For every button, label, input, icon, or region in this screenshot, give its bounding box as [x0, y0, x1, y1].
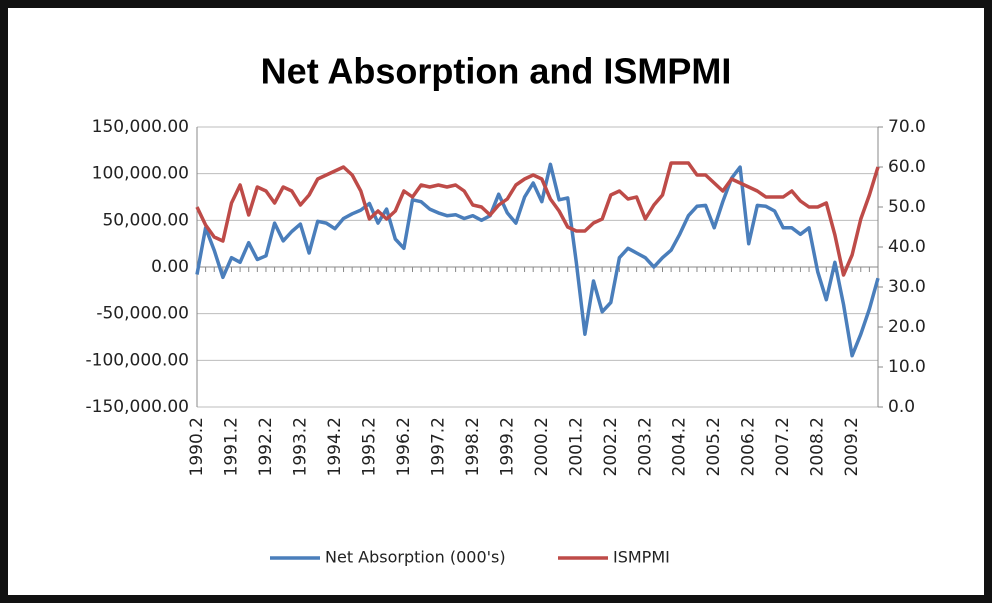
x-tick-label: 1996.2: [394, 417, 414, 476]
x-tick-label: 2000.2: [532, 417, 552, 476]
y2-tick-label: 70.0: [888, 117, 926, 137]
y2-tick-label: 50.0: [888, 197, 926, 217]
x-tick-label: 1998.2: [463, 417, 483, 476]
x-tick-label: 1990.2: [187, 417, 207, 476]
x-tick-label: 2003.2: [635, 417, 655, 476]
y2-tick-label: 10.0: [888, 357, 926, 377]
y2-tick-label: 30.0: [888, 277, 926, 297]
y-tick-label: -50,000.00: [96, 304, 189, 324]
y2-tick-label: 40.0: [888, 237, 926, 257]
x-tick-label: 1994.2: [325, 417, 345, 476]
legend-label: ISMPMI: [613, 548, 670, 567]
x-tick-label: 2007.2: [773, 417, 793, 476]
series-line: [195, 161, 880, 277]
x-tick-label: 2004.2: [670, 417, 690, 476]
x-tick-label: 1993.2: [290, 417, 310, 476]
x-tick-label: 2005.2: [704, 417, 724, 476]
x-tick-label: 2002.2: [601, 417, 621, 476]
x-tick-label: 1995.2: [359, 417, 379, 476]
x-tick-label: 1999.2: [497, 417, 517, 476]
x-tick-label: 1991.2: [221, 417, 241, 476]
y2-tick-label: 20.0: [888, 317, 926, 337]
chart-title: Net Absorption and ISMPMI: [261, 51, 732, 92]
x-tick-label: 1992.2: [256, 417, 276, 476]
x-tick-label: 2008.2: [808, 417, 828, 476]
series-line: [195, 162, 880, 358]
y2-tick-label: 0.0: [888, 397, 915, 417]
y-tick-label: -150,000.00: [86, 397, 189, 417]
y-tick-label: 50,000.00: [102, 210, 189, 230]
x-tick-label: 2006.2: [739, 417, 759, 476]
x-tick-label: 2009.2: [842, 417, 862, 476]
y-tick-label: 150,000.00: [92, 117, 189, 137]
y2-tick-label: 60.0: [888, 157, 926, 177]
y-tick-label: -100,000.00: [86, 350, 189, 370]
y-tick-label: 0.00: [151, 257, 189, 277]
x-tick-label: 2001.2: [566, 417, 586, 476]
x-tick-label: 1997.2: [428, 417, 448, 476]
y-tick-label: 100,000.00: [92, 164, 189, 184]
legend-label: Net Absorption (000's): [325, 548, 506, 567]
